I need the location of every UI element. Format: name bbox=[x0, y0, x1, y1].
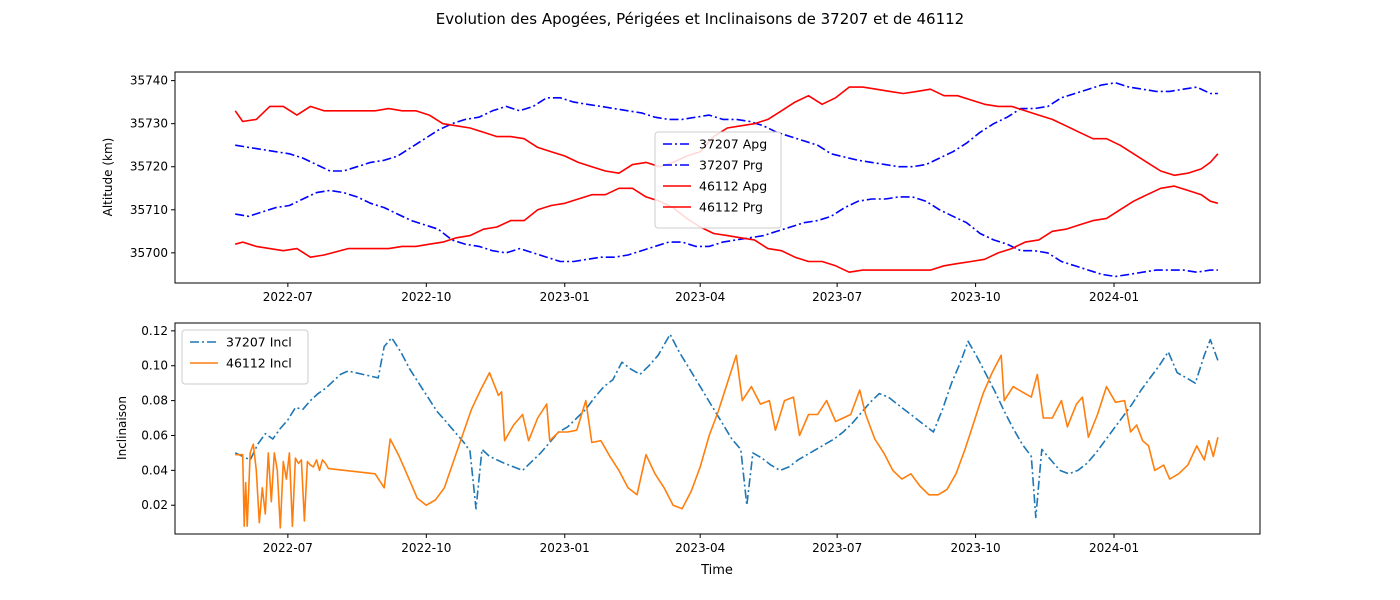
altitude-legend-box bbox=[654, 131, 782, 229]
inclination-x-tick-label: 2022-10 bbox=[401, 541, 451, 555]
inclination-y-tick-label: 0.08 bbox=[141, 394, 168, 408]
inclination-y-ticks: 0.02 0.04 0.06 0.08 0.10 0.12 bbox=[141, 324, 175, 512]
inclination-plot-area bbox=[174, 322, 1261, 535]
altitude-x-ticks: 2022-07 2022-10 2023-01 2023-04 2023-07 2023-… bbox=[263, 283, 1139, 304]
altitude-legend-label: 37207 Apg bbox=[699, 137, 767, 152]
altitude-x-tick-label: 2022-10 bbox=[401, 290, 451, 304]
inclination-x-ticks: 2022-07 2022-10 2023-01 2023-04 2023-07 2023-… bbox=[263, 534, 1139, 555]
altitude-y-tick-label: 35700 bbox=[130, 246, 168, 260]
altitude-x-tick-label: 2023-04 bbox=[675, 290, 725, 304]
altitude-x-tick-label: 2023-07 bbox=[812, 290, 862, 304]
figure-title: Evolution des Apogées, Périgées et Incli… bbox=[436, 10, 964, 28]
altitude-y-label: Altitude (km) bbox=[101, 138, 115, 217]
altitude-x-tick-label: 2023-10 bbox=[951, 290, 1001, 304]
inclination-legend: 37207 Incl 46112 Incl bbox=[181, 329, 309, 385]
altitude-series-line-0 bbox=[235, 82, 1218, 172]
altitude-y-tick-label: 35720 bbox=[130, 160, 168, 174]
altitude-panel: 2022-07 2022-10 2023-01 2023-04 2023-07 2023-… bbox=[101, 71, 1261, 304]
altitude-legend-label: 46112 Prg bbox=[699, 200, 763, 215]
inclination-y-tick-label: 0.06 bbox=[141, 428, 168, 442]
inclination-panel: 2022-07 2022-10 2023-01 2023-04 2023-07 2023-… bbox=[115, 322, 1261, 578]
altitude-y-tick-label: 35740 bbox=[130, 74, 168, 88]
altitude-legend: 37207 Apg 37207 Prg 46112 Apg 46112 Prg bbox=[654, 131, 782, 229]
inclination-y-tick-label: 0.04 bbox=[141, 463, 168, 477]
inclination-x-tick-label: 2023-04 bbox=[675, 541, 725, 555]
inclination-y-tick-label: 0.10 bbox=[141, 359, 168, 373]
inclination-series-line-0 bbox=[234, 333, 1219, 519]
altitude-x-tick-label: 2022-07 bbox=[263, 290, 313, 304]
inclination-y-tick-label: 0.12 bbox=[141, 324, 168, 338]
altitude-y-tick-label: 35730 bbox=[130, 117, 168, 131]
inclination-x-tick-label: 2024-01 bbox=[1089, 541, 1139, 555]
inclination-legend-label: 37207 Incl bbox=[226, 335, 292, 350]
inclination-x-tick-label: 2023-01 bbox=[540, 541, 590, 555]
altitude-series-line-2 bbox=[234, 86, 1219, 177]
inclination-series-line-1 bbox=[235, 354, 1219, 529]
altitude-series-line-1 bbox=[235, 189, 1218, 278]
inclination-x-tick-label: 2023-10 bbox=[951, 541, 1001, 555]
altitude-series bbox=[234, 82, 1219, 278]
altitude-x-tick-label: 2024-01 bbox=[1089, 290, 1139, 304]
inclination-x-tick-label: 2022-07 bbox=[263, 541, 313, 555]
inclination-legend-box bbox=[181, 329, 309, 385]
altitude-legend-label: 37207 Prg bbox=[699, 158, 763, 173]
inclination-x-label: Time bbox=[700, 563, 733, 578]
altitude-y-tick-label: 35710 bbox=[130, 203, 168, 217]
altitude-legend-label: 46112 Apg bbox=[699, 179, 767, 194]
altitude-series-line-3 bbox=[234, 185, 1219, 274]
inclination-series bbox=[234, 333, 1219, 529]
inclination-x-tick-label: 2023-07 bbox=[812, 541, 862, 555]
altitude-y-ticks: 35700 35710 35720 35730 35740 bbox=[130, 74, 175, 260]
inclination-y-tick-label: 0.02 bbox=[141, 498, 168, 512]
inclination-y-label: Inclinaison bbox=[115, 396, 129, 460]
altitude-x-tick-label: 2023-01 bbox=[540, 290, 590, 304]
inclination-legend-label: 46112 Incl bbox=[226, 356, 292, 371]
